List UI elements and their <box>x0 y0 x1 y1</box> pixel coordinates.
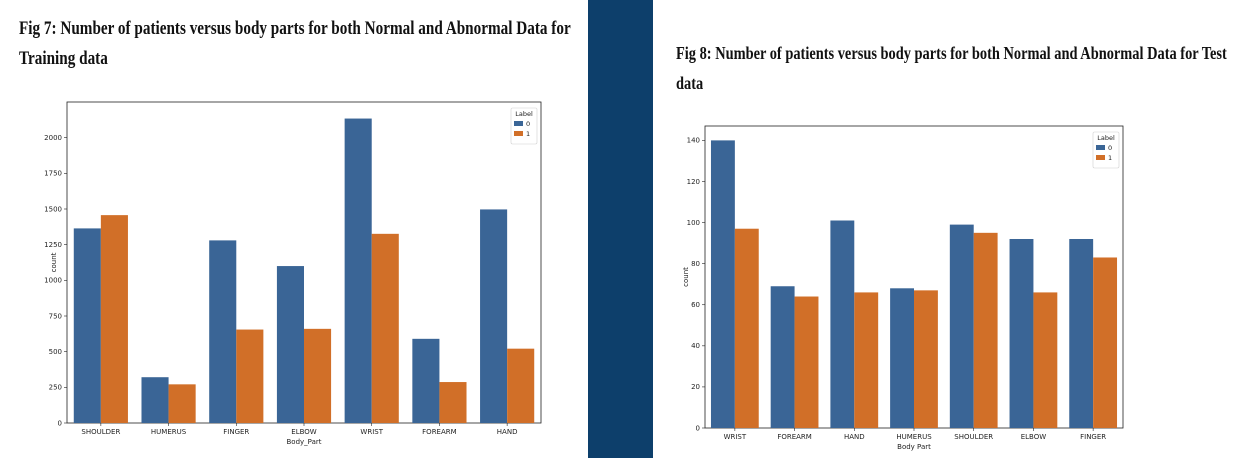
x-tick-label: SHOULDER <box>81 428 120 436</box>
legend-title: Label <box>515 110 533 118</box>
legend-swatch-0 <box>1096 145 1105 150</box>
bar-hand-label-0 <box>830 220 855 428</box>
x-axis-label: Body Part <box>897 443 931 451</box>
y-tick-label: 20 <box>691 383 700 391</box>
legend-swatch-0 <box>514 121 523 126</box>
x-tick-label: HUMERUS <box>151 428 187 436</box>
bar-humerus-label-1 <box>914 290 938 428</box>
y-tick-label: 140 <box>687 137 700 145</box>
figure-title-left: Fig 7: Number of patients versus body pa… <box>19 18 571 69</box>
bar-hand-label-1 <box>854 292 879 428</box>
bar-forearm-label-1 <box>439 382 467 423</box>
y-tick-label: 500 <box>49 348 62 356</box>
y-axis-label: count <box>50 252 58 272</box>
x-tick-label: HAND <box>844 433 865 441</box>
y-tick-label: 60 <box>691 301 700 309</box>
x-tick-label: FOREARM <box>422 428 457 436</box>
bar-finger-label-1 <box>1093 257 1118 428</box>
bar-hand-label-0 <box>480 209 508 423</box>
bar-forearm-label-0 <box>770 286 795 428</box>
x-tick-label: SHOULDER <box>954 433 993 441</box>
y-tick-label: 0 <box>58 419 62 427</box>
legend-label-0: 0 <box>1108 144 1112 152</box>
y-tick-label: 80 <box>691 260 700 268</box>
bar-elbow-label-0 <box>1009 238 1034 428</box>
bar-humerus-label-0 <box>141 377 169 423</box>
x-axis-label: Body_Part <box>287 438 322 446</box>
y-tick-label: 750 <box>49 312 62 320</box>
y-tick-label: 2000 <box>44 134 62 142</box>
figure-title-right: Fig 8: Number of patients versus body pa… <box>676 43 1227 93</box>
bar-elbow-label-1 <box>1033 292 1058 428</box>
y-tick-label: 0 <box>696 424 700 432</box>
bar-humerus-label-1 <box>168 384 196 423</box>
x-tick-label: WRIST <box>360 428 383 436</box>
bar-elbow-label-0 <box>276 266 304 423</box>
y-tick-label: 250 <box>49 384 62 392</box>
bar-shoulder-label-0 <box>73 228 101 423</box>
legend-title: Label <box>1097 134 1115 142</box>
y-tick-label: 1250 <box>44 241 62 249</box>
bar-shoulder-label-1 <box>973 232 998 428</box>
y-tick-label: 100 <box>687 219 700 227</box>
bar-finger-label-1 <box>236 329 264 423</box>
bar-wrist-label-0 <box>344 118 372 424</box>
bar-forearm-label-0 <box>412 338 440 423</box>
x-tick-label: ELBOW <box>1021 433 1047 441</box>
legend-swatch-1 <box>514 131 523 136</box>
y-axis-label: count <box>682 267 690 287</box>
bar-wrist-label-1 <box>734 228 759 428</box>
bar-hand-label-1 <box>507 348 535 423</box>
legend-label-1: 1 <box>526 130 530 138</box>
bar-finger-label-0 <box>1069 238 1094 428</box>
y-tick-label: 40 <box>691 342 700 350</box>
x-tick-label: FINGER <box>1080 433 1106 441</box>
x-tick-label: HUMERUS <box>896 433 932 441</box>
x-tick-label: FOREARM <box>777 433 812 441</box>
bar-wrist-label-0 <box>710 140 735 428</box>
legend-label-0: 0 <box>526 120 530 128</box>
bar-shoulder-label-1 <box>100 215 128 423</box>
bar-wrist-label-1 <box>371 233 399 423</box>
y-tick-label: 1750 <box>44 170 62 178</box>
bar-forearm-label-1 <box>794 296 819 428</box>
bar-elbow-label-1 <box>304 328 332 423</box>
y-tick-label: 1500 <box>44 205 62 213</box>
y-tick-label: 1000 <box>44 277 62 285</box>
legend-swatch-1 <box>1096 155 1105 160</box>
x-tick-label: FINGER <box>223 428 249 436</box>
bar-finger-label-0 <box>209 240 237 423</box>
x-tick-label: ELBOW <box>291 428 317 436</box>
bar-shoulder-label-0 <box>949 224 974 428</box>
y-tick-label: 120 <box>687 178 700 186</box>
bar-humerus-label-0 <box>890 288 914 428</box>
x-tick-label: HAND <box>497 428 518 436</box>
x-tick-label: WRIST <box>724 433 747 441</box>
legend-label-1: 1 <box>1108 154 1112 162</box>
